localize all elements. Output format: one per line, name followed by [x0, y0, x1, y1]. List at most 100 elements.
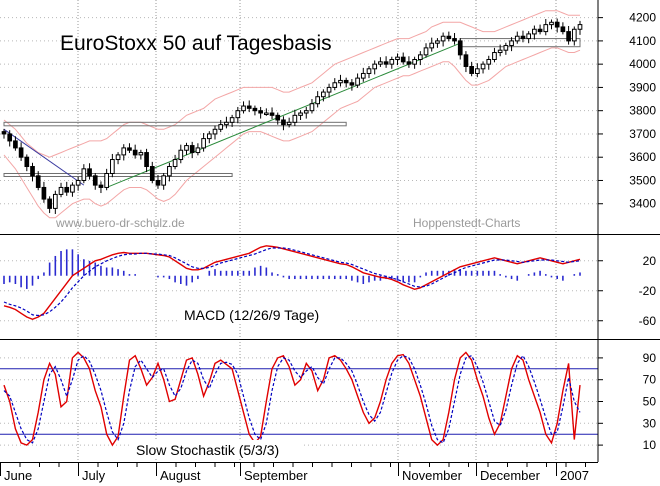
candle-5	[30, 162, 35, 182]
macd-histogram	[3, 249, 581, 289]
candle-38	[218, 119, 224, 133]
candle-97	[554, 18, 560, 33]
candle-body-8	[47, 198, 52, 209]
candle-body-91	[520, 35, 526, 40]
candle-body-84	[480, 63, 486, 70]
x-axis: June July August September November December 2…	[0, 462, 589, 483]
candle-45	[258, 106, 263, 119]
candle-32	[184, 142, 189, 155]
chart-grid	[0, 0, 598, 462]
candle-body-39	[224, 121, 229, 126]
source-url: www.buero-dr-schulz.de	[55, 216, 185, 230]
candle-body-74	[423, 47, 429, 56]
candle-46	[264, 108, 269, 116]
candle-body-18	[104, 172, 109, 188]
macd-label: MACD (12/26/9 Tage)	[184, 307, 319, 323]
candle-body-37	[212, 128, 218, 135]
candle-71	[406, 56, 412, 68]
candle-48	[275, 112, 281, 125]
candle-64	[366, 66, 372, 79]
candle-40	[229, 114, 235, 127]
candle-body-81	[463, 54, 469, 67]
candle-31	[178, 144, 184, 164]
candle-body-24	[138, 152, 144, 156]
candle-body-16	[92, 175, 98, 186]
candle-9	[52, 190, 58, 214]
zone-1	[3, 172, 233, 177]
price-panel: EuroStoxx 50 auf Tagesbasis www.buero-dr…	[1, 10, 583, 230]
candle-66	[378, 57, 383, 67]
ytick-label-price-6: 4000	[629, 57, 656, 71]
candle-body-75	[429, 42, 435, 49]
candle-22	[127, 143, 132, 154]
candle-body-14	[81, 168, 87, 181]
candle-75	[429, 37, 435, 52]
candle-53	[303, 106, 309, 119]
candle-29	[167, 162, 172, 182]
candle-body-30	[172, 159, 178, 168]
candle-body-68	[389, 59, 395, 65]
stochastic-label: Slow Stochastik (5/3/3)	[136, 442, 279, 458]
candle-57	[326, 83, 332, 98]
candle-body-3	[18, 147, 24, 158]
xtick-label-3: September	[244, 468, 308, 483]
candle-body-99	[566, 31, 571, 42]
candle-body-101	[577, 24, 583, 30]
candle-body-53	[303, 110, 309, 114]
candle-body-96	[549, 21, 554, 26]
trendline-0	[3, 128, 85, 186]
candle-19	[110, 153, 115, 178]
candle-42	[241, 101, 246, 114]
candle-body-94	[537, 28, 543, 33]
candle-body-60	[343, 79, 349, 84]
candle-body-47	[269, 112, 275, 116]
candle-101	[577, 20, 583, 35]
candle-body-29	[167, 166, 172, 177]
candle-68	[389, 56, 395, 69]
candle-79	[452, 32, 457, 45]
ytick-label-stoch-1: 70	[643, 373, 657, 387]
candle-body-52	[298, 112, 303, 116]
candle-17	[98, 181, 104, 194]
candle-16	[92, 173, 98, 190]
candle-52	[298, 110, 303, 120]
candle-89	[509, 37, 514, 52]
xtick-label-6: 2007	[560, 468, 589, 483]
candle-87	[497, 44, 503, 57]
ytick-label-stoch-3: 30	[643, 416, 657, 430]
stochastic-panel: Slow Stochastik (5/3/3)	[0, 351, 598, 458]
band-lower	[3, 47, 581, 219]
candle-30	[172, 154, 178, 170]
candle-54	[309, 99, 315, 114]
candle-67	[383, 56, 389, 68]
candle-95	[543, 19, 549, 36]
candle-body-66	[378, 61, 383, 65]
candle-28	[161, 173, 167, 190]
candle-body-6	[35, 175, 41, 188]
candle-body-27	[155, 179, 161, 186]
candle-body-40	[229, 117, 235, 123]
candle-body-32	[184, 145, 189, 151]
ytick-label-stoch-2: 50	[643, 395, 657, 409]
ytick-label-price-7: 4100	[629, 34, 656, 48]
candle-13	[75, 176, 81, 191]
candle-34	[195, 143, 201, 156]
stochastic-lines	[3, 351, 581, 447]
candle-94	[537, 24, 543, 35]
candle-body-70	[400, 56, 406, 63]
candle-99	[566, 26, 571, 45]
candle-37	[212, 125, 218, 140]
candle-100	[571, 26, 577, 46]
ytick-label-price-2: 3600	[629, 150, 656, 164]
trendlines	[3, 42, 461, 188]
candle-body-31	[178, 149, 184, 161]
candle-59	[338, 74, 343, 87]
candle-body-58	[332, 82, 338, 88]
candle-body-97	[554, 21, 560, 28]
candle-body-67	[383, 61, 389, 65]
candle-4	[24, 154, 30, 172]
candle-63	[360, 67, 366, 82]
candle-35	[201, 133, 206, 152]
candle-76	[435, 38, 440, 48]
candle-body-15	[87, 168, 92, 177]
